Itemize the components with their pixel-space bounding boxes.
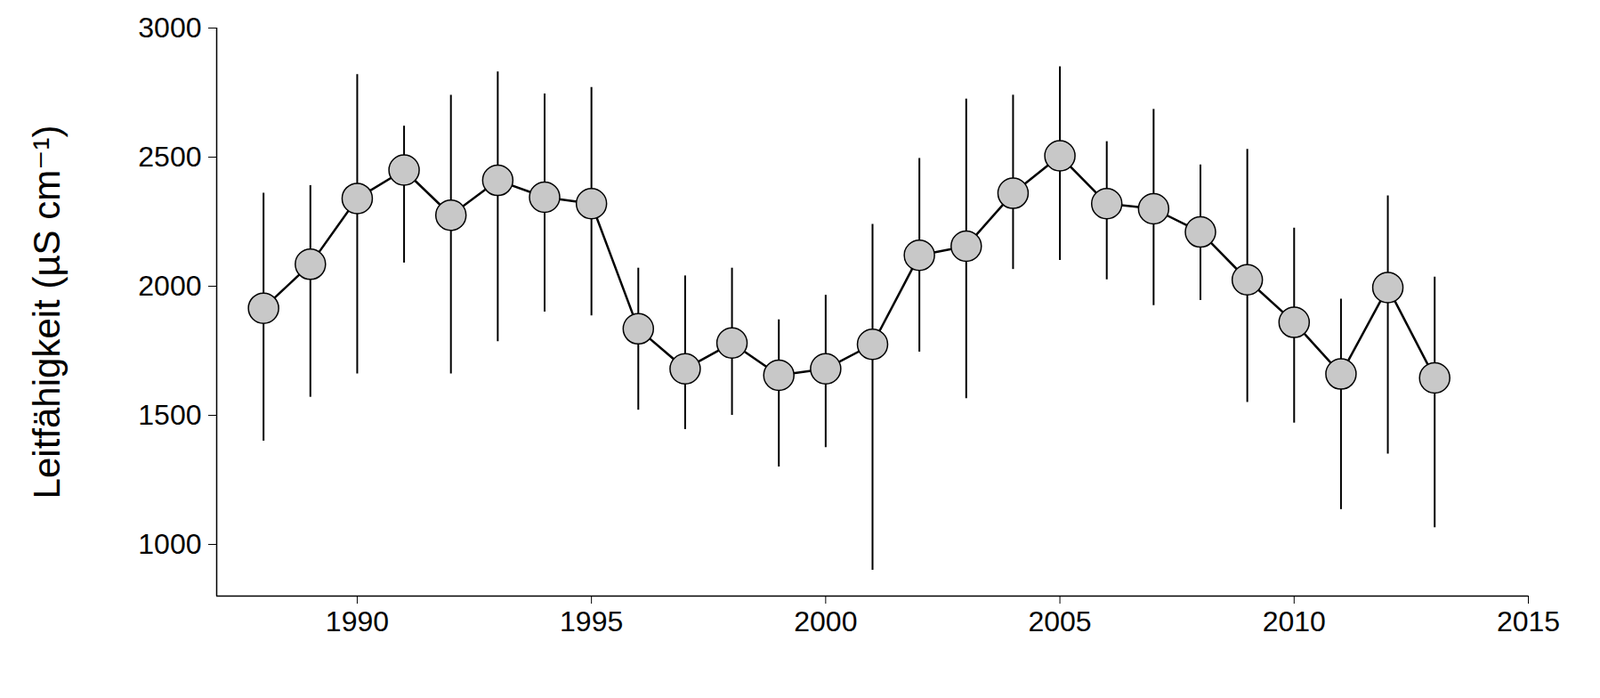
svg-text:2000: 2000 bbox=[137, 269, 202, 302]
svg-text:2000: 2000 bbox=[793, 605, 857, 638]
svg-text:1000: 1000 bbox=[137, 527, 202, 560]
svg-text:1500: 1500 bbox=[137, 398, 202, 431]
svg-text:2005: 2005 bbox=[1027, 605, 1091, 638]
svg-text:1990: 1990 bbox=[325, 605, 389, 638]
svg-text:2010: 2010 bbox=[1262, 605, 1326, 638]
svg-text:2500: 2500 bbox=[137, 140, 202, 173]
svg-text:2015: 2015 bbox=[1496, 605, 1560, 638]
svg-text:3000: 3000 bbox=[137, 11, 202, 44]
svg-text:Leitfähigkeit (µS cm⁻¹): Leitfähigkeit (µS cm⁻¹) bbox=[25, 125, 68, 500]
svg-text:1995: 1995 bbox=[559, 605, 623, 638]
